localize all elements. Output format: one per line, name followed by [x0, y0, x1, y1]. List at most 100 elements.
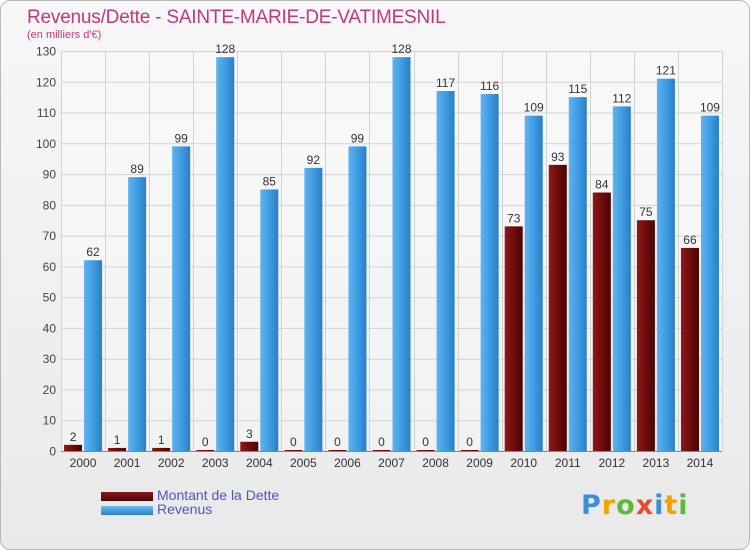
bar-dette [108, 447, 127, 451]
x-tick-label: 2011 [555, 456, 581, 470]
data-label: 0 [202, 435, 209, 449]
data-label: 116 [480, 79, 499, 93]
x-tick-label: 2006 [334, 456, 361, 470]
logo-letter: x [635, 490, 655, 521]
legend-swatch-revenus [101, 506, 153, 515]
legend-swatch-dette [101, 492, 153, 501]
data-label: 0 [378, 435, 385, 449]
bar-revenus [436, 91, 455, 451]
data-label: 66 [683, 233, 697, 247]
y-tick-label: 100 [36, 137, 56, 151]
logo-letter: t [664, 490, 679, 521]
data-label: 99 [351, 131, 365, 145]
data-label: 92 [307, 153, 321, 167]
bar-dette [328, 450, 347, 451]
data-label: 0 [290, 435, 297, 449]
logo-letter: i [678, 490, 689, 521]
data-label: 62 [86, 245, 100, 259]
legend-label-dette: Montant de la Dette [157, 487, 280, 503]
bar-dette [636, 220, 655, 451]
plot-area [61, 51, 722, 451]
data-label: 3 [246, 427, 253, 441]
bar-dette [680, 247, 699, 451]
x-tick-label: 2000 [70, 456, 97, 470]
bar-dette [416, 450, 435, 451]
y-tick-label: 20 [43, 383, 57, 397]
data-label: 109 [700, 101, 720, 115]
data-label: 2 [70, 430, 77, 444]
bar-dette [460, 450, 479, 451]
data-label: 93 [551, 150, 565, 164]
bar-revenus [216, 57, 235, 452]
y-tick-label: 50 [43, 291, 57, 305]
x-tick-label: 2002 [158, 456, 185, 470]
bar-revenus [128, 177, 147, 451]
data-label: 99 [174, 131, 188, 145]
y-tick-label: 30 [43, 352, 57, 366]
data-label: 84 [595, 178, 609, 192]
y-tick-label: 40 [43, 321, 57, 335]
data-label: 0 [466, 435, 473, 449]
data-label: 112 [612, 91, 631, 105]
y-tick-label: 0 [49, 445, 56, 459]
bar-revenus [568, 97, 587, 452]
data-label: 0 [334, 435, 341, 449]
x-tick-label: 2001 [114, 456, 141, 470]
bar-dette [284, 450, 303, 451]
data-label: 75 [639, 205, 653, 219]
x-tick-label: 2007 [378, 456, 405, 470]
logo-letter: i [654, 490, 665, 521]
y-tick-label: 120 [36, 75, 56, 89]
y-tick-label: 110 [37, 106, 56, 120]
chart-title: Revenus/Dette - SAINTE-MARIE-DE-VATIMESN… [27, 7, 446, 28]
y-tick-label: 130 [36, 45, 56, 59]
y-tick-label: 70 [43, 229, 57, 243]
bar-dette [372, 450, 391, 451]
bar-revenus [612, 106, 631, 451]
y-tick-label: 80 [43, 198, 57, 212]
logo-letter: P [581, 490, 602, 521]
bar-revenus [480, 94, 499, 452]
logo-letter: o [616, 490, 636, 521]
bar-revenus [304, 167, 323, 451]
bar-dette [152, 447, 171, 451]
bar-revenus [260, 189, 279, 451]
x-tick-label: 2009 [466, 456, 493, 470]
data-label: 85 [263, 174, 277, 188]
data-label: 117 [436, 76, 455, 90]
x-tick-label: 2003 [202, 456, 229, 470]
y-tick-label: 60 [43, 260, 57, 274]
bar-revenus [700, 115, 719, 451]
data-label: 128 [391, 42, 411, 56]
x-tick-label: 2014 [687, 456, 714, 470]
bar-revenus [172, 146, 191, 451]
bar-revenus [84, 260, 103, 451]
x-tick-label: 2004 [246, 456, 273, 470]
bar-dette [504, 226, 523, 451]
bar-revenus [656, 78, 675, 451]
data-label: 121 [656, 64, 676, 78]
bar-revenus [348, 146, 367, 451]
x-tick-label: 2012 [598, 456, 625, 470]
bar-dette [240, 441, 259, 451]
x-tick-label: 2008 [422, 456, 449, 470]
bar-revenus [392, 57, 411, 452]
bar-dette [196, 450, 215, 451]
data-label: 128 [215, 42, 235, 56]
y-tick-label: 10 [43, 414, 57, 428]
data-label: 1 [158, 433, 165, 447]
legend-label-revenus: Revenus [157, 501, 213, 517]
bar-dette [548, 164, 567, 451]
x-tick-label: 2005 [290, 456, 317, 470]
data-label: 1 [114, 433, 121, 447]
x-tick-label: 2013 [643, 456, 670, 470]
chart-subtitle: (en milliers d'€) [27, 29, 102, 41]
data-label: 115 [568, 82, 587, 96]
bar-dette [64, 444, 83, 451]
x-tick-label: 2010 [510, 456, 537, 470]
proxiti-logo: Proxiti [581, 490, 689, 521]
logo-letter: r [601, 490, 617, 521]
y-tick-label: 90 [43, 168, 57, 182]
